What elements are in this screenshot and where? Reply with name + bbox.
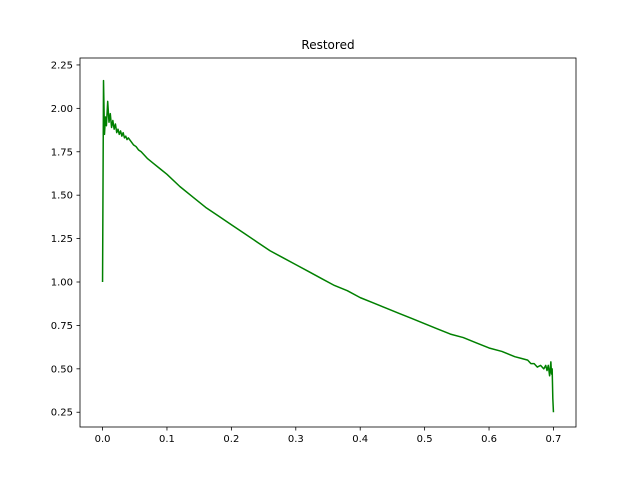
y-tick-label: 0.75 bbox=[51, 321, 73, 332]
y-tick-label: 2.00 bbox=[51, 104, 73, 115]
x-tick-label: 0.1 bbox=[159, 434, 175, 445]
y-tick-label: 1.25 bbox=[51, 234, 73, 245]
series-line bbox=[101, 79, 555, 413]
x-axis-ticks: 0.0 0.1 0.2 0.3 0.4 0.5 0.6 0.7 bbox=[95, 427, 562, 445]
y-tick-label: 1.75 bbox=[51, 147, 73, 158]
x-tick-label: 0.6 bbox=[481, 434, 497, 445]
y-tick-label: 1.50 bbox=[51, 191, 73, 202]
y-axis-ticks: 0.25 0.50 0.75 1.00 1.25 1.50 1.75 2.00 2.25 bbox=[51, 60, 80, 419]
chart-title: Restored bbox=[301, 38, 354, 52]
plot-area-frame bbox=[79, 57, 577, 428]
y-tick-label: 0.50 bbox=[51, 364, 73, 375]
y-tick-label: 1.00 bbox=[51, 278, 73, 289]
x-tick-label: 0.3 bbox=[288, 434, 304, 445]
x-tick-label: 0.4 bbox=[352, 434, 368, 445]
x-tick-label: 0.0 bbox=[95, 434, 111, 445]
y-tick-label: 0.25 bbox=[51, 408, 73, 419]
x-tick-label: 0.7 bbox=[546, 434, 562, 445]
y-tick-label: 2.25 bbox=[51, 60, 73, 71]
x-tick-label: 0.2 bbox=[223, 434, 239, 445]
x-tick-label: 0.5 bbox=[417, 434, 433, 445]
